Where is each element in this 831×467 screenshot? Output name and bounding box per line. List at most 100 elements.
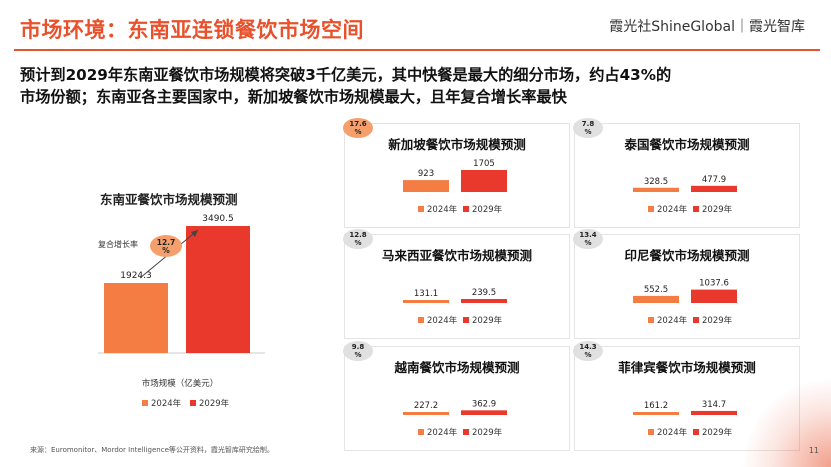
cagr-unit: %: [354, 128, 362, 136]
main-cagr-unit: %: [162, 246, 170, 255]
main-legend-2024: 2024年: [151, 398, 182, 409]
legend-2024: 2024年: [427, 427, 458, 438]
main-bar-2029: [186, 226, 250, 353]
panel-vietnam: 越南餐饮市场规模预测 9.8% 227.2 362.9 2024年 2029年: [343, 341, 570, 451]
panel-thailand: 泰国餐饮市场规模预测 7.8% 328.5 477.9 2024年 2029年: [573, 118, 800, 228]
main-legend-swatch-2024: [142, 400, 148, 406]
cagr-unit: %: [584, 351, 592, 359]
bar-2029: [691, 185, 737, 192]
legend-2024: 2024年: [657, 204, 688, 215]
bar-2029: [461, 170, 507, 192]
value-2029: 1037.6: [699, 279, 729, 289]
brand-logo-text: 霞光社ShineGlobal｜霞光智库: [609, 19, 805, 35]
value-2024: 923: [418, 169, 434, 179]
page-number: 11: [808, 446, 819, 455]
cagr-value: 17.6: [349, 120, 367, 128]
panel-title: 印尼餐饮市场规模预测: [624, 248, 750, 263]
panel-title: 马来西亚餐饮市场规模预测: [381, 248, 532, 263]
legend-swatch-2029: [463, 429, 469, 435]
panel-singapore: 新加坡餐饮市场规模预测 17.6% 923 1705 2024年 2029年: [343, 118, 570, 228]
legend-swatch-2029: [693, 317, 699, 323]
cagr-unit: %: [354, 351, 362, 359]
legend-2029: 2029年: [472, 427, 503, 438]
cagr-unit: %: [354, 239, 362, 247]
cagr-badge: 12.8%: [343, 229, 373, 249]
legend-swatch-2024: [418, 206, 424, 212]
main-legend-2029: 2029年: [199, 398, 230, 409]
legend-swatch-2029: [463, 206, 469, 212]
headline-line-1: 预计到2029年东南亚餐饮市场规模将突破3千亿美元，其中快餐是最大的细分市场，约…: [20, 66, 672, 84]
legend-swatch-2024: [648, 206, 654, 212]
panel-malaysia: 马来西亚餐饮市场规模预测 12.8% 131.1 239.5 2024年 2029年: [343, 229, 570, 339]
value-2029: 1705: [473, 159, 495, 169]
panel-title: 菲律宾餐饮市场规模预测: [618, 360, 756, 375]
cagr-badge: 7.8%: [573, 118, 603, 138]
cagr-badge: 13.4%: [573, 229, 603, 249]
panel-title: 越南餐饮市场规模预测: [394, 360, 520, 375]
bar-2029: [461, 299, 507, 303]
value-2024: 131.1: [414, 289, 438, 299]
main-value-2024: 1924.3: [120, 271, 152, 281]
legend-swatch-2024: [648, 317, 654, 323]
cagr-unit: %: [584, 128, 592, 136]
legend-2029: 2029年: [702, 204, 733, 215]
legend-2024: 2024年: [657, 315, 688, 326]
legend-2029: 2029年: [702, 427, 733, 438]
main-value-2029: 3490.5: [202, 214, 234, 224]
value-2024: 328.5: [644, 177, 668, 187]
legend-swatch-2024: [648, 429, 654, 435]
legend-2029: 2029年: [472, 315, 503, 326]
cagr-value: 12.8: [349, 231, 367, 239]
legend-2029: 2029年: [702, 315, 733, 326]
cagr-value: 9.8: [351, 343, 365, 351]
main-legend-swatch-2029: [190, 400, 196, 406]
legend-2024: 2024年: [427, 315, 458, 326]
main-cagr-arrowhead: [191, 230, 198, 237]
cagr-badge: 14.3%: [573, 341, 603, 361]
main-bar-2024: [104, 282, 168, 353]
panel-chart: 923 1705 2024年 2029年: [403, 159, 507, 215]
panel-chart: 161.2 314.7 2024年 2029年: [633, 400, 737, 438]
panel-chart: 552.5 1037.6 2024年 2029年: [633, 279, 737, 326]
bar-2024: [403, 300, 449, 303]
value-2024: 552.5: [644, 285, 668, 295]
source-note: 来源：Euromonitor、Mordor Intelligence等公开资料，…: [30, 446, 274, 454]
legend-2029: 2029年: [472, 204, 503, 215]
panel-chart: 227.2 362.9 2024年 2029年: [403, 399, 507, 438]
value-2024: 227.2: [414, 401, 438, 411]
panel-indonesia: 印尼餐饮市场规模预测 13.4% 552.5 1037.6 2024年 2029年: [573, 229, 800, 339]
main-cagr-label: 复合增长率: [98, 239, 138, 249]
legend-2024: 2024年: [427, 204, 458, 215]
panel-chart: 328.5 477.9 2024年 2029年: [633, 175, 737, 215]
bar-2029: [691, 410, 737, 415]
headline-line-2: 市场份额；东南亚各主要国家中，新加坡餐饮市场规模最大，且年复合增长率最快: [20, 88, 567, 106]
main-cagr-bubble: [150, 235, 182, 257]
main-xlabel: 市场规模（亿美元）: [142, 378, 219, 389]
value-2029: 362.9: [472, 399, 496, 409]
value-2024: 161.2: [644, 401, 668, 411]
legend-2024: 2024年: [657, 427, 688, 438]
cagr-badge: 9.8%: [343, 341, 373, 361]
value-2029: 239.5: [472, 288, 496, 298]
bar-2029: [461, 410, 507, 415]
main-chart: 1924.3 3490.5 复合增长率 12.7% 市场规模（亿美元） 2024年 2029…: [98, 214, 265, 409]
main-chart-title: 东南亚餐饮市场规模预测: [100, 192, 238, 207]
legend-swatch-2024: [418, 429, 424, 435]
legend-swatch-2029: [693, 429, 699, 435]
cagr-value: 13.4: [579, 231, 597, 239]
corner-decoration: [741, 377, 831, 467]
page-title: 市场环境：东南亚连锁餐饮市场空间: [20, 18, 364, 42]
panel-chart: 131.1 239.5 2024年 2029年: [403, 288, 507, 326]
legend-swatch-2024: [418, 317, 424, 323]
main-cagr-value: 12.7: [157, 238, 176, 247]
bar-2024: [633, 187, 679, 192]
cagr-value: 7.8: [581, 120, 595, 128]
bar-2024: [403, 412, 449, 415]
legend-swatch-2029: [463, 317, 469, 323]
panel-title: 新加坡餐饮市场规模预测: [388, 137, 526, 152]
legend-swatch-2029: [693, 206, 699, 212]
headline: 预计到2029年东南亚餐饮市场规模将突破3千亿美元，其中快餐是最大的细分市场，约…: [20, 64, 820, 108]
value-2029: 314.7: [702, 400, 726, 410]
bar-2024: [633, 295, 679, 303]
cagr-badge: 17.6%: [343, 118, 373, 138]
